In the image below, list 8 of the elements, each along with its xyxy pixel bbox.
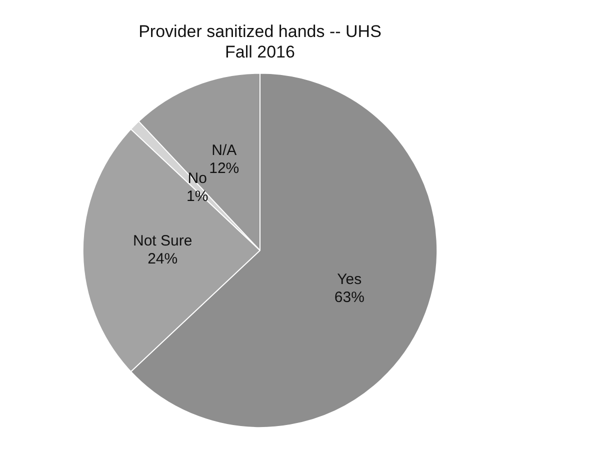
slice-label: Yes	[337, 271, 362, 288]
chart-title: Provider sanitized hands -- UHS	[138, 22, 382, 41]
data-label: 12%	[209, 160, 240, 177]
slice-label: Not Sure	[132, 232, 192, 250]
data-label: 63%	[334, 289, 364, 306]
chart-subtitle: Fall 2016	[225, 42, 295, 62]
data-label: 24%	[148, 250, 178, 268]
slice-label: N/A	[212, 142, 237, 159]
